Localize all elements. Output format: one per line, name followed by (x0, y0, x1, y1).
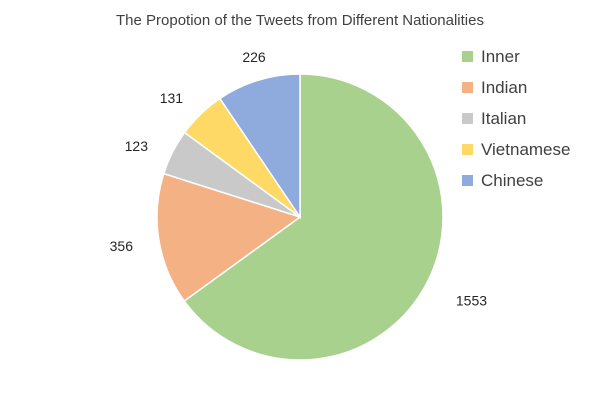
legend-swatch-chinese (462, 175, 473, 186)
data-label-chinese: 226 (242, 49, 266, 65)
legend-swatch-inner (462, 51, 473, 62)
data-label-italian: 123 (125, 138, 149, 154)
legend-label-italian: Italian (481, 109, 526, 128)
legend-label-vietnamese: Vietnamese (481, 140, 570, 159)
pie-slice-chinese (218, 73, 301, 220)
legend-swatch-vietnamese (462, 144, 473, 155)
pie-slices (156, 73, 444, 361)
data-labels: 1553 356 123 131 226 (110, 49, 488, 308)
data-label-indian: 356 (110, 238, 134, 254)
pie-slice-inner (183, 73, 444, 361)
chart-title: The Propotion of the Tweets from Differe… (116, 12, 484, 29)
legend-swatch-italian (462, 113, 473, 124)
pie-slice-indian (156, 172, 302, 303)
legend: Inner Indian Italian Vietnamese Chinese (462, 47, 570, 190)
data-label-vietnamese: 131 (160, 90, 184, 106)
legend-label-chinese: Chinese (481, 171, 543, 190)
legend-label-inner: Inner (481, 47, 520, 66)
legend-swatch-indian (462, 82, 473, 93)
data-label-inner: 1553 (456, 292, 487, 308)
legend-label-indian: Indian (481, 78, 527, 97)
